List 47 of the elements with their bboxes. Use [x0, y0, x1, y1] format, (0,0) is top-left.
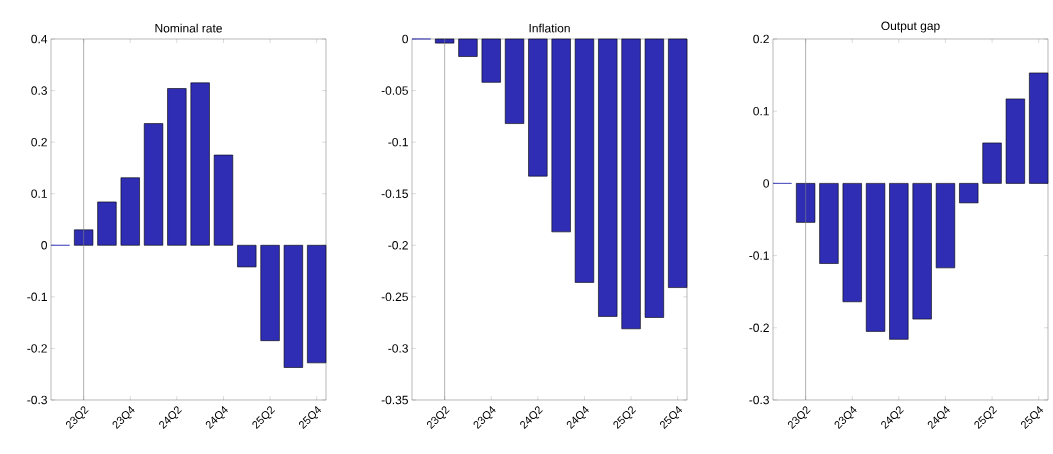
- chart-title: Nominal rate: [155, 23, 222, 33]
- y-tick-label: -0.2: [388, 241, 408, 250]
- bar: [97, 201, 117, 246]
- bar: [959, 183, 979, 204]
- y-tick-label: 0: [402, 34, 409, 44]
- y-tick-label: -0.3: [27, 395, 47, 405]
- y-tick-label: -0.3: [388, 344, 408, 353]
- y-tick-label: -0.1: [388, 137, 408, 147]
- bar: [167, 88, 187, 246]
- bar: [213, 154, 234, 246]
- y-tick-label: -0.2: [27, 344, 47, 353]
- bar: [143, 123, 164, 246]
- y-tick-label: 0.2: [31, 137, 47, 147]
- y-tick-label: -0.15: [381, 189, 408, 198]
- bar: [307, 244, 327, 364]
- y-tick-label: 0.1: [753, 106, 769, 116]
- bar: [912, 183, 932, 320]
- y-tick-label: 0: [41, 241, 48, 250]
- bar: [842, 183, 862, 303]
- chart-title: Inflation: [529, 23, 570, 33]
- y-tick-label: -0.1: [27, 292, 47, 302]
- y-tick-label: 0.2: [753, 34, 769, 44]
- y-tick-label: 0: [763, 179, 770, 188]
- y-tick-label: -0.05: [381, 86, 408, 95]
- bar: [1005, 98, 1025, 184]
- y-tick-label: -0.25: [381, 292, 408, 302]
- y-tick-label: -0.35: [381, 395, 408, 405]
- bar: [819, 183, 839, 264]
- y-tick-label: 0.4: [31, 34, 48, 44]
- y-tick-label: -0.3: [749, 395, 769, 405]
- y-tick-label: 0.1: [31, 189, 47, 198]
- y-tick-label: 0.3: [31, 86, 47, 95]
- y-tick-label: -0.1: [749, 251, 769, 260]
- bar: [935, 183, 956, 269]
- bar: [237, 244, 257, 268]
- bar: [74, 229, 94, 246]
- bar: [889, 183, 909, 340]
- bar: [1029, 72, 1049, 184]
- bar: [260, 244, 280, 341]
- bar: [796, 183, 816, 223]
- bar: [982, 142, 1002, 184]
- bar: [190, 82, 210, 246]
- bar: [865, 183, 886, 332]
- y-tick-label: -0.2: [749, 323, 769, 333]
- bar: [283, 244, 303, 368]
- chart-title: Output gap: [881, 21, 940, 33]
- bar: [120, 177, 140, 246]
